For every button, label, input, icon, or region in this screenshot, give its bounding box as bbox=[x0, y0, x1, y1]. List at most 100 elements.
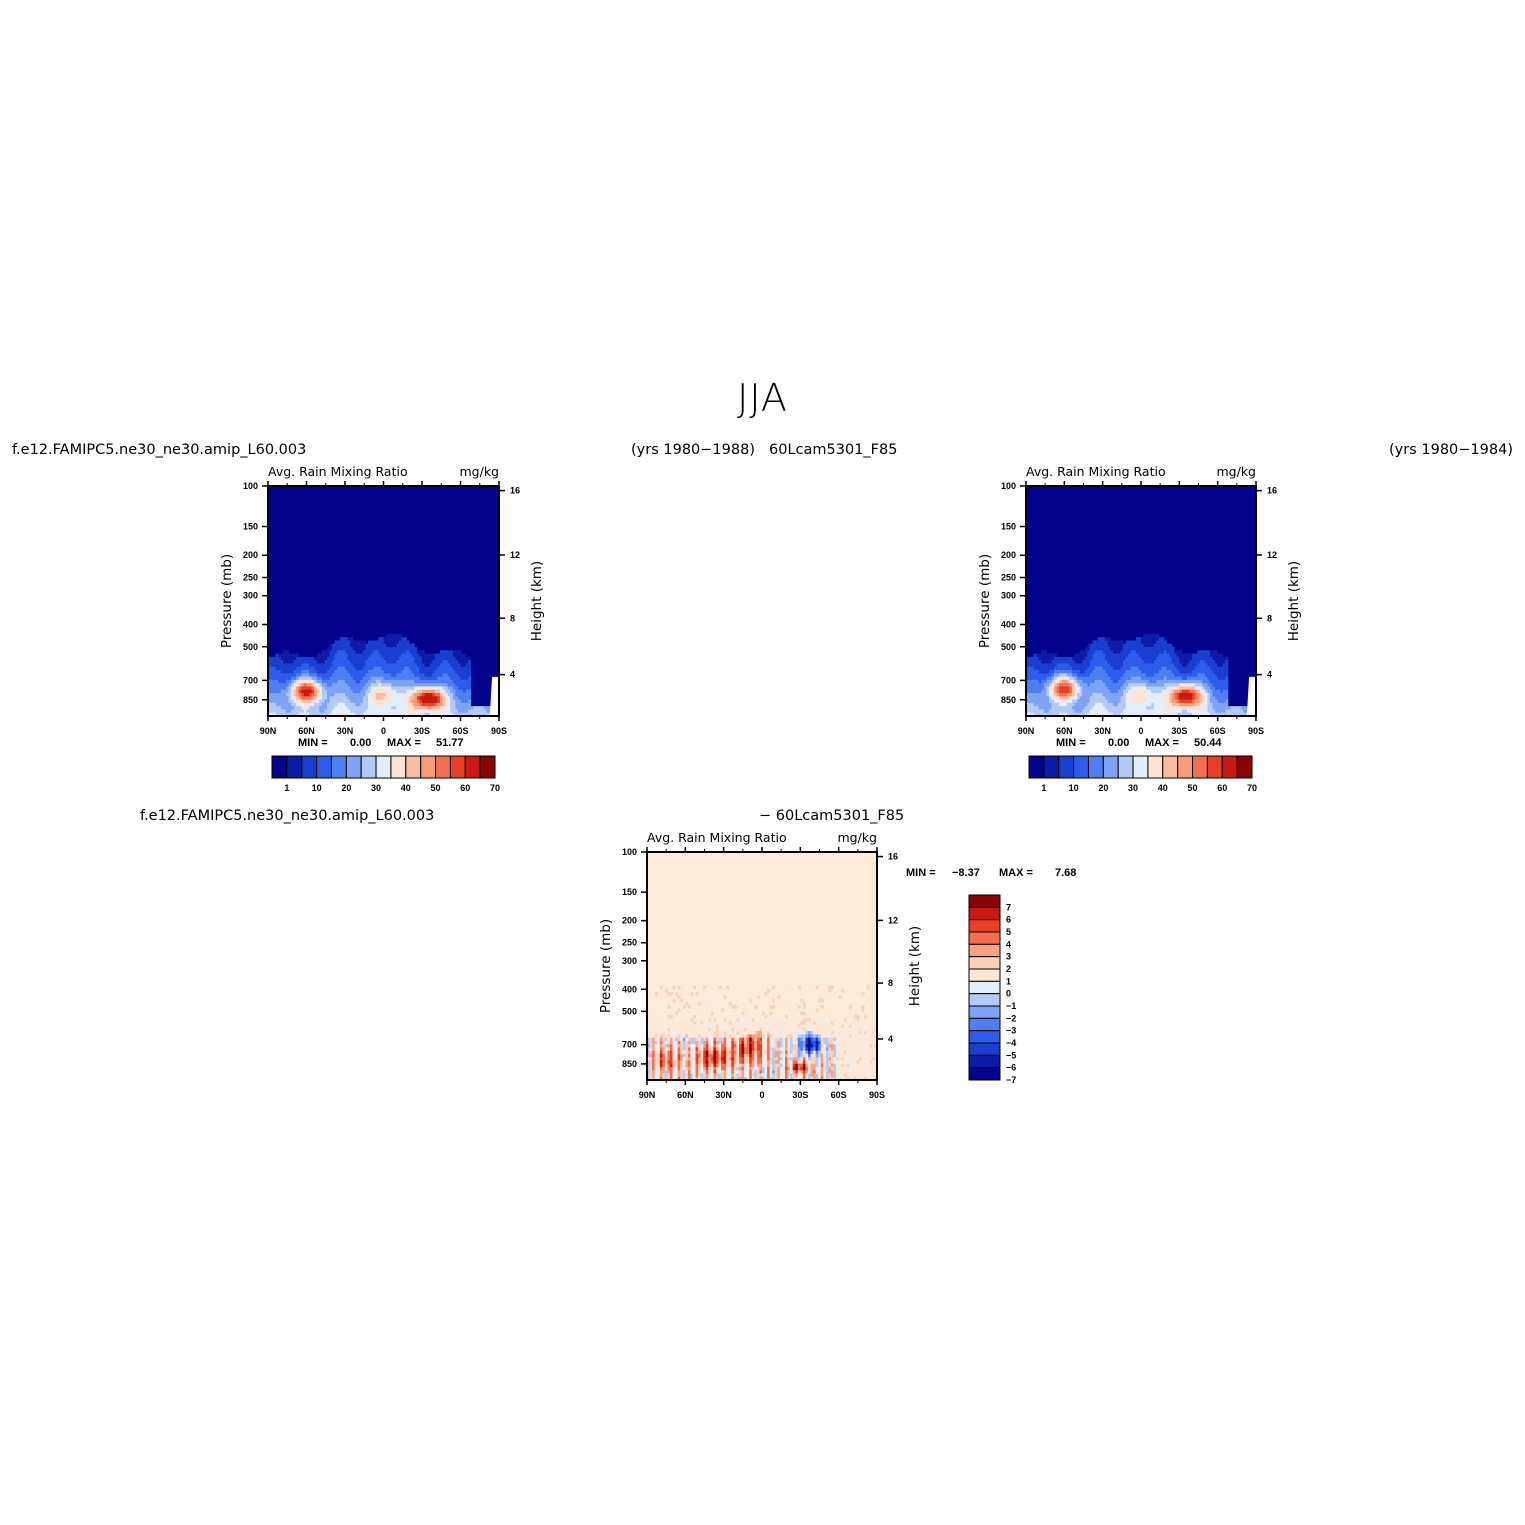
data-cell bbox=[362, 660, 366, 664]
data-cell bbox=[1197, 699, 1201, 704]
data-cell bbox=[756, 1076, 760, 1081]
data-cell bbox=[652, 1057, 656, 1061]
data-cell bbox=[1169, 650, 1173, 654]
data-cell bbox=[1161, 706, 1165, 710]
data-cell bbox=[429, 660, 433, 664]
data-cell bbox=[1161, 712, 1165, 717]
data-cell bbox=[1036, 663, 1040, 668]
data-cell bbox=[800, 998, 804, 1003]
data-cell bbox=[416, 656, 420, 661]
data-cell bbox=[718, 1014, 722, 1019]
data-cell bbox=[1146, 702, 1150, 707]
data-cell bbox=[802, 1027, 806, 1032]
data-cell bbox=[820, 1047, 824, 1052]
data-cell bbox=[736, 1057, 740, 1061]
data-cell bbox=[1204, 706, 1208, 710]
data-cell bbox=[1100, 712, 1104, 717]
data-cell bbox=[306, 656, 310, 661]
data-cell bbox=[445, 656, 449, 661]
data-cell bbox=[1143, 689, 1147, 694]
data-cell bbox=[383, 686, 387, 691]
data-cell bbox=[1171, 653, 1175, 658]
data-cell bbox=[350, 666, 354, 671]
data-cell bbox=[1192, 670, 1196, 674]
data-cell bbox=[1031, 686, 1035, 691]
data-cell bbox=[808, 1073, 811, 1078]
data-cell bbox=[401, 696, 405, 700]
data-cell bbox=[1222, 712, 1226, 717]
data-cell bbox=[1046, 666, 1050, 671]
data-cell bbox=[718, 1070, 722, 1074]
data-cell bbox=[728, 1060, 732, 1065]
data-cell bbox=[818, 1066, 822, 1071]
data-cell bbox=[672, 1060, 676, 1065]
data-cell bbox=[785, 1057, 788, 1061]
data-cell bbox=[1199, 689, 1203, 694]
data-cell bbox=[751, 1031, 755, 1035]
data-cell bbox=[1107, 702, 1111, 707]
data-cell bbox=[1174, 676, 1178, 681]
colorbar-label: 60 bbox=[460, 783, 470, 793]
data-cell bbox=[1153, 686, 1157, 691]
y-tick-label: 100 bbox=[243, 481, 258, 491]
data-cell bbox=[1133, 712, 1137, 717]
data-cell bbox=[718, 1050, 722, 1055]
data-cell bbox=[769, 1037, 773, 1042]
data-cell bbox=[324, 676, 328, 681]
data-cell bbox=[429, 712, 433, 717]
data-cell bbox=[365, 653, 369, 658]
data-cell bbox=[726, 1053, 730, 1058]
data-cell bbox=[744, 1073, 748, 1078]
data-cell bbox=[716, 1047, 719, 1052]
data-cell bbox=[406, 673, 410, 677]
data-cell bbox=[1199, 679, 1203, 684]
data-cell bbox=[445, 650, 449, 654]
data-cell bbox=[457, 683, 461, 687]
data-cell bbox=[756, 1024, 760, 1029]
data-cell bbox=[386, 702, 390, 707]
data-cell bbox=[409, 666, 413, 671]
data-cell bbox=[270, 673, 274, 677]
data-cell bbox=[813, 1031, 817, 1035]
data-cell bbox=[1064, 693, 1068, 697]
data-cell bbox=[268, 696, 271, 700]
data-cell bbox=[1105, 693, 1109, 697]
data-cell bbox=[1169, 670, 1173, 674]
data-cell bbox=[1161, 637, 1165, 641]
left-model-header: f.e12.FAMIPC5.ne30_ne30.amip_L60.003 bbox=[12, 442, 307, 458]
data-cell bbox=[716, 1008, 719, 1012]
data-cell bbox=[767, 1001, 771, 1006]
data-cell bbox=[391, 633, 395, 638]
data-cell bbox=[1118, 683, 1121, 687]
data-cell bbox=[427, 706, 431, 710]
data-cell bbox=[280, 653, 284, 658]
data-cell bbox=[1141, 689, 1144, 694]
data-cell bbox=[677, 1024, 681, 1029]
data-cell bbox=[1176, 666, 1180, 671]
data-cell bbox=[1074, 696, 1078, 700]
data-cell bbox=[746, 1050, 750, 1055]
data-cell bbox=[1079, 689, 1083, 694]
data-cell bbox=[285, 702, 289, 707]
y-tick-label: 400 bbox=[243, 619, 258, 629]
data-cell bbox=[352, 673, 356, 677]
data-cell bbox=[332, 709, 336, 714]
data-cell bbox=[368, 709, 372, 714]
data-cell bbox=[1084, 706, 1088, 710]
data-cell bbox=[795, 1021, 799, 1026]
data-cell bbox=[398, 656, 402, 661]
data-cell bbox=[439, 699, 443, 704]
colorbar-label: 70 bbox=[1247, 783, 1257, 793]
data-cell bbox=[813, 1050, 817, 1055]
data-cell bbox=[1199, 666, 1203, 671]
data-cell bbox=[383, 693, 387, 697]
data-cell bbox=[1105, 686, 1109, 691]
data-cell bbox=[675, 1066, 679, 1071]
data-cell bbox=[327, 706, 330, 710]
data-cell bbox=[1210, 693, 1213, 697]
data-cell bbox=[772, 985, 776, 990]
data-cell bbox=[383, 637, 387, 641]
data-cell bbox=[342, 702, 346, 707]
data-cell bbox=[698, 1040, 702, 1045]
data-cell bbox=[1043, 693, 1047, 697]
